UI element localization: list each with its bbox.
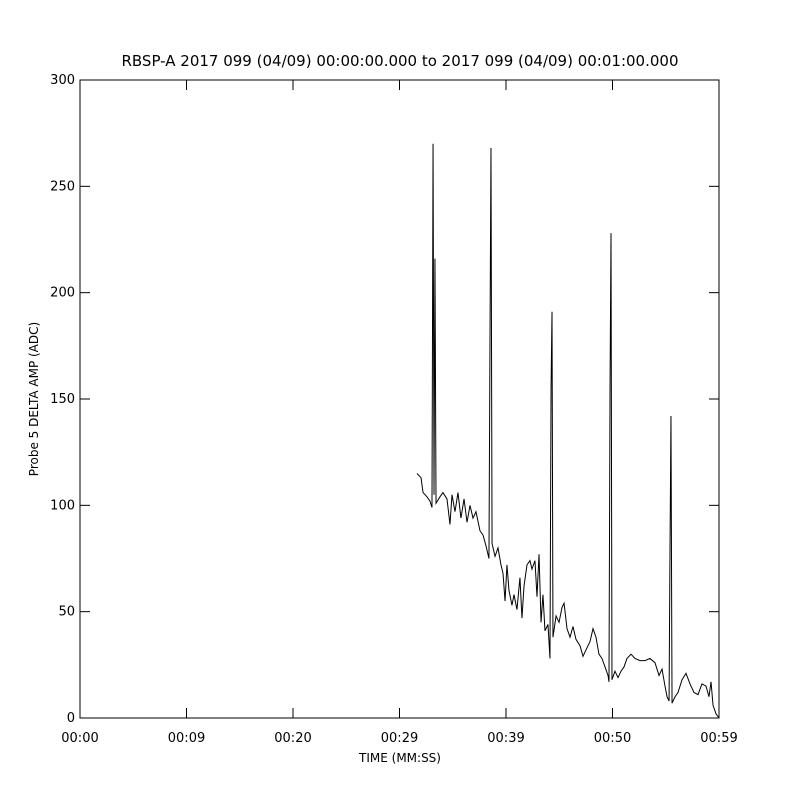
x-tick-label: 00:00 (61, 731, 98, 746)
y-tick-label: 200 (50, 286, 75, 301)
x-tick-label: 00:29 (381, 731, 418, 746)
x-tick-label: 00:50 (594, 731, 631, 746)
y-tick-label: 300 (50, 73, 75, 88)
y-tick-label: 250 (50, 179, 75, 194)
y-tick-label: 50 (58, 605, 75, 620)
x-tick-label: 00:59 (700, 731, 737, 746)
y-axis-label: Probe 5 DELTA AMP (ADC) (27, 322, 41, 476)
y-tick-label: 100 (50, 498, 75, 513)
data-line (416, 143, 720, 719)
x-tick-label: 00:20 (274, 731, 311, 746)
plot-frame (79, 79, 720, 719)
x-axis-label: TIME (MM:SS) (358, 751, 441, 765)
x-tick-label: 00:09 (168, 731, 205, 746)
chart-title: RBSP-A 2017 099 (04/09) 00:00:00.000 to … (121, 52, 678, 70)
y-tick-label: 150 (50, 392, 75, 407)
x-tick-label: 00:39 (487, 731, 524, 746)
y-tick-label: 0 (67, 711, 75, 726)
